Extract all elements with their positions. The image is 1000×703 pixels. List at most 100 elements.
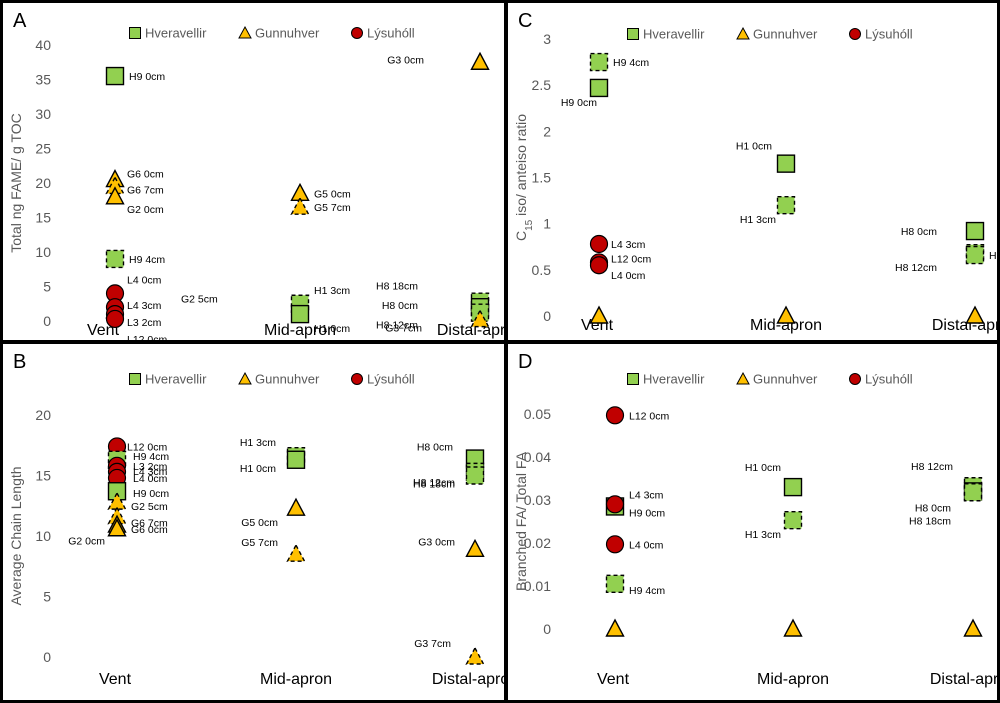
data-label: L4 0cm [133,473,168,485]
y-tick-label: 5 [43,589,51,605]
data-point-gunnuhver [105,175,125,195]
data-label: G2 5cm [181,294,218,306]
data-point-hveravellir [783,477,803,497]
y-tick-label: 0 [43,649,51,665]
legend-label-lysuholl: Lýsuhóll [367,372,415,387]
data-label: H8 18cm [376,281,418,293]
y-tick-label: 10 [35,528,51,544]
legend-label-hveravellir: Hveravellir [145,26,207,41]
y-tick-label: 5 [43,279,51,295]
data-label: H1 3cm [240,437,276,449]
data-label: L4 3cm [133,466,168,478]
x-category-label: Distal-apron [932,317,997,334]
data-label: G3 0cm [418,536,455,548]
data-point-gunnuhver [470,51,490,70]
data-label: G6 0cm [127,169,164,181]
data-point-gunnuhver [776,305,796,324]
x-category-label: Mid-apron [757,671,829,688]
data-point-gunnuhver [465,646,485,665]
data-label: H9 0cm [629,507,665,519]
legend-marker-lysuholl [849,373,861,385]
y-tick-label: 30 [35,106,51,122]
data-point-lysuholl [605,535,625,554]
data-label: H9 4cm [133,451,169,463]
data-label: L4 0cm [127,274,162,286]
legend-item-lysuholl: Lýsuhóll [351,372,415,387]
y-tick-label: 2 [543,123,551,139]
data-point-hveravellir [105,66,125,86]
y-axis-ticks: 0 5 10 15 20 25 30 35 40 [35,37,51,329]
data-point-lysuholl [589,256,609,275]
data-label: H8 12cm [911,461,953,473]
y-tick-label: 20 [35,175,51,191]
data-point-hveravellir [290,304,310,324]
x-category-label: Mid-apron [264,322,336,339]
data-label: H8 18cm [413,479,455,491]
data-point-hveravellir [286,450,306,469]
legend-item-hveravellir: Hveravellir [627,372,705,387]
data-point-gunnuhver [290,182,310,202]
data-label: G2 5cm [131,501,168,513]
x-category-label: Mid-apron [750,317,822,334]
legend-item-hveravellir: Hveravellir [129,372,207,387]
legend-label-lysuholl: Lýsuhóll [367,26,415,41]
data-point-gunnuhver [965,305,985,324]
data-label: L3 2cm [127,317,162,329]
legend-label-hveravellir: Hveravellir [643,372,705,387]
x-category-label: Distal-apron [930,671,997,688]
legend: Hveravellir Gunnuhver Lýsuhóll [129,26,415,41]
legend-item-lysuholl: Lýsuhóll [351,26,415,41]
legend-item-lysuholl: Lýsuhóll [849,372,913,387]
data-point-hveravellir [965,245,985,265]
legend-marker-hveravellir [627,373,639,385]
y-tick-label: 0.01 [524,578,551,594]
data-point-hveravellir [776,154,796,173]
x-axis-categories: Vent Mid-apron Distal-apron [597,671,997,688]
legend-label-lysuholl: Lýsuhóll [865,372,913,387]
y-tick-label: 20 [35,407,51,423]
data-label: H1 0cm [314,323,350,335]
data-label: H8 18cm [989,250,997,262]
panel-c: C Hveravellir Gunnuhver Lýsuhóll 0 0.5 1 1.5 2 2.… [508,3,997,340]
data-label: H8 0cm [417,442,453,454]
panel-letter: D [518,351,532,373]
data-label: H8 12cm [413,477,455,489]
chart-d-svg: D Hveravellir Gunnuhver Lýsuhóll 0 0.01 0.02 0.… [513,351,997,688]
x-category-label: Vent [597,671,630,688]
data-label: G5 0cm [241,517,278,529]
data-label: H8 18cm [909,515,951,527]
legend-item-gunnuhver: Gunnuhver [736,27,818,42]
data-label: H9 4cm [613,57,649,69]
y-tick-label: 1.5 [532,170,552,186]
data-point-gunnuhver [286,543,306,562]
data-label: H8 0cm [915,502,951,514]
panel-letter: B [13,351,26,373]
data-point-gunnuhver [286,497,306,516]
data-point-gunnuhver [589,305,609,324]
data-label: H9 0cm [561,97,597,109]
data-point-gunnuhver [605,618,625,637]
legend-marker-gunnuhver [736,371,750,385]
data-label: G2 0cm [127,204,164,216]
data-points: H9 0cm H9 4cm G6 0cm G6 7cm G2 0cm G2 5cm L4 0… [105,51,490,340]
legend-marker-hveravellir [129,373,141,385]
data-point-gunnuhver [465,538,485,558]
y-tick-label: 2.5 [532,77,552,93]
data-label: G2 0cm [68,536,105,548]
data-point-lysuholl [105,309,125,329]
data-label: G6 7cm [127,184,164,196]
data-label: G3 0cm [387,54,424,66]
panel-a: A Hveravellir Gunnuhver Lýsuhóll 0 5 10 15 20 25 3… [3,3,504,340]
data-label: L4 3cm [127,300,162,312]
data-label: H1 3cm [740,214,776,226]
chart-a-svg: A Hveravellir Gunnuhver Lýsuhóll 0 5 10 15 20 25 3… [8,10,504,340]
x-axis-categories: Vent Mid-apron Distal-apron [99,671,504,688]
data-label: H1 0cm [240,463,276,475]
data-label: L12 0cm [127,441,168,453]
chart-b-svg: B Hveravellir Gunnuhver Lýsuhóll 0 5 10 15 20 Ave… [8,351,504,688]
data-point-gunnuhver [107,518,127,537]
y-axis-label: C15 iso/ anteiso ratio [513,114,535,241]
y-axis-label: Average Chain Length [8,466,24,605]
legend-label-gunnuhver: Gunnuhver [753,372,818,387]
